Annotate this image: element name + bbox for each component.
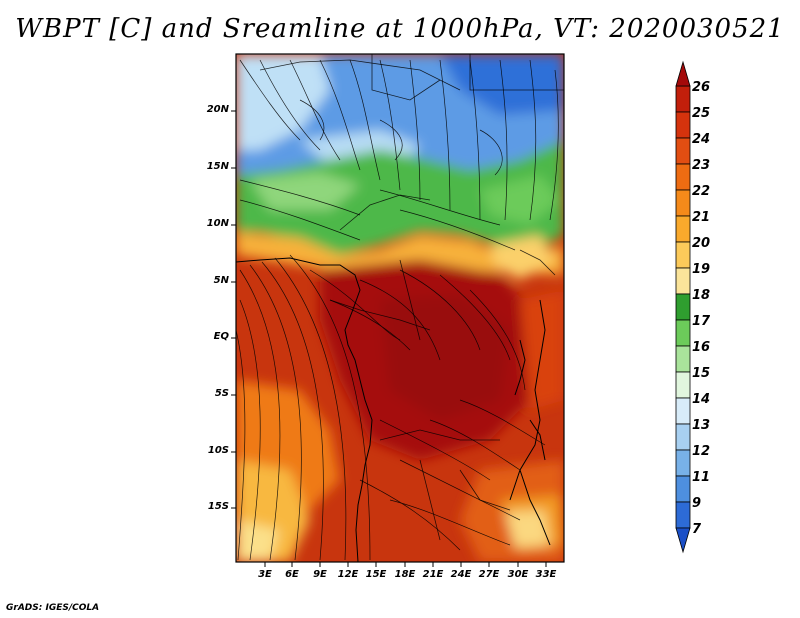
- lat-label-10n: 10N: [206, 218, 229, 229]
- colorbar-label: 18: [692, 288, 711, 303]
- colorbar-cell: [675, 397, 691, 425]
- colorbar-label: 19: [692, 262, 711, 277]
- colorbar-label: 7: [692, 522, 702, 537]
- coastlines: [236, 257, 551, 562]
- lat-label-15n: 15N: [206, 161, 229, 172]
- colorbar-label: 22: [692, 184, 711, 199]
- lon-label-30e: 30E: [507, 569, 529, 580]
- lat-label-5s: 5S: [214, 388, 229, 399]
- colorbar-cell: [675, 501, 691, 529]
- colorbar-bottom-arrow: [675, 527, 691, 554]
- footer-credit: GrADS: IGES/COLA: [6, 603, 100, 613]
- colorbar-cell: [675, 319, 691, 347]
- map-frame: [235, 53, 565, 563]
- colorbar-label: 17: [692, 314, 711, 329]
- colorbar-label: 23: [692, 158, 711, 173]
- lon-label-6e: 6E: [285, 569, 299, 580]
- streamlines: [236, 59, 559, 561]
- lat-label-eq: EQ: [213, 331, 229, 342]
- colorbar-cell: [675, 111, 691, 139]
- colorbar-cell: [675, 267, 691, 295]
- colorbar-label: 15: [692, 366, 711, 381]
- colorbar-cell: [675, 449, 691, 477]
- lat-label-20n: 20N: [206, 104, 229, 115]
- colorbar-label: 12: [692, 444, 711, 459]
- colorbar-cell: [675, 345, 691, 373]
- colorbar-label: 13: [692, 418, 711, 433]
- colorbar-cell: [675, 137, 691, 165]
- lon-label-15e: 15E: [365, 569, 387, 580]
- colorbar-cell: [675, 215, 691, 243]
- colorbar-label: 21: [692, 210, 711, 225]
- colorbar-cell: [675, 241, 691, 269]
- colorbar-cell: [675, 371, 691, 399]
- colorbar-label: 24: [692, 132, 711, 147]
- chart-title: WBPT [C] and Sreamline at 1000hPa, VT: 2…: [15, 14, 785, 44]
- lat-label-5n: 5N: [213, 275, 229, 286]
- lon-ticks: [264, 562, 547, 567]
- colorbar-label: 11: [692, 470, 711, 485]
- lon-label-33e: 33E: [535, 569, 557, 580]
- lon-label-27e: 27E: [478, 569, 500, 580]
- lon-label-9e: 9E: [313, 569, 327, 580]
- wbpt-field: [236, 54, 564, 562]
- colorbar-label: 25: [692, 106, 711, 121]
- colorbar-cell: [675, 293, 691, 321]
- lat-label-15s: 15S: [207, 501, 229, 512]
- colorbar-cell: [675, 85, 691, 113]
- colorbar-cell: [675, 423, 691, 451]
- lon-label-18e: 18E: [394, 569, 416, 580]
- lon-label-21e: 21E: [422, 569, 444, 580]
- lon-label-3e: 3E: [258, 569, 272, 580]
- colorbar-label: 26: [692, 80, 711, 95]
- lat-ticks: [231, 110, 236, 509]
- lat-label-10s: 10S: [207, 445, 229, 456]
- colorbar-cell: [675, 163, 691, 191]
- colorbar-label: 14: [692, 392, 711, 407]
- colorbar-label: 16: [692, 340, 711, 355]
- lon-label-24e: 24E: [450, 569, 472, 580]
- lon-label-12e: 12E: [337, 569, 359, 580]
- country-borders: [259, 54, 564, 541]
- colorbar-cell: [675, 189, 691, 217]
- colorbar-top-arrow: [675, 60, 691, 87]
- colorbar-cell: [675, 475, 691, 503]
- colorbar-label: 9: [692, 496, 702, 511]
- colorbar-label: 20: [692, 236, 711, 251]
